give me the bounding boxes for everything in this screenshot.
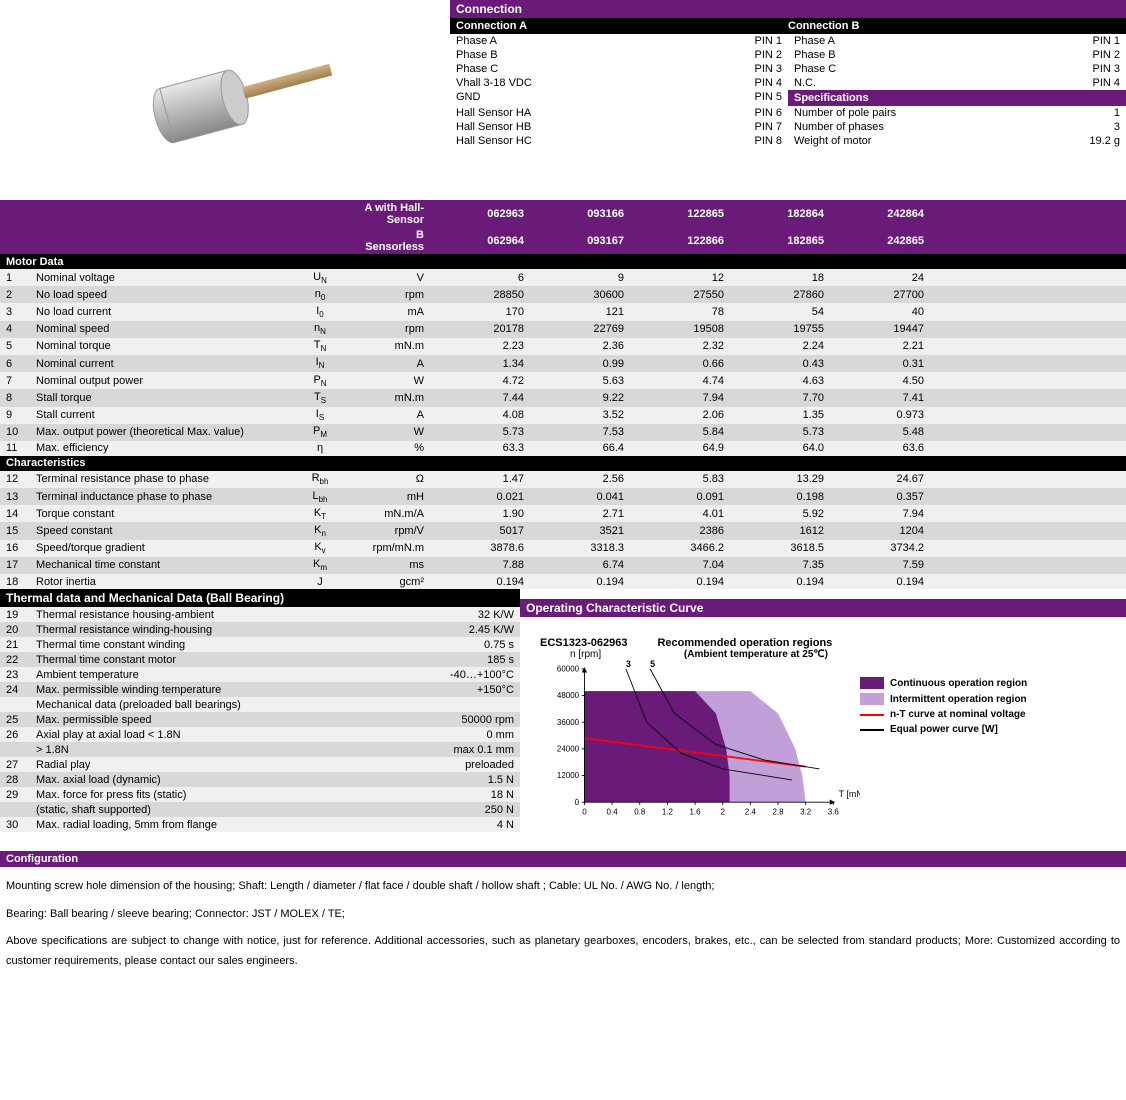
conn-a-row: Phase CPIN 3 bbox=[450, 62, 788, 76]
conn-a-row: Hall Sensor HCPIN 8 bbox=[450, 134, 788, 148]
th-c24: 242865 bbox=[830, 227, 930, 254]
spec-row: Number of phases3 bbox=[788, 120, 1126, 134]
spec-row: Weight of motor19.2 g bbox=[788, 134, 1126, 148]
svg-text:0: 0 bbox=[582, 808, 587, 817]
table-row: 16Speed/torque gradientKvrpm/mN.m3878.63… bbox=[0, 540, 1126, 557]
table-row: 18Rotor inertiaJgcm²0.1940.1940.1940.194… bbox=[0, 574, 1126, 589]
svg-text:3.2: 3.2 bbox=[800, 808, 812, 817]
thermal-row: Mechanical data (preloaded ball bearings… bbox=[0, 697, 520, 712]
svg-text:5: 5 bbox=[650, 660, 655, 669]
svg-text:2.4: 2.4 bbox=[745, 808, 757, 817]
conn-a-title: Connection A bbox=[456, 20, 788, 32]
svg-text:36000: 36000 bbox=[557, 718, 580, 727]
table-row: 1Nominal voltageUNV69121824 bbox=[0, 269, 1126, 286]
th-c20: 062964 bbox=[430, 227, 530, 254]
table-row: 9Stall currentISA4.083.522.061.350.973 bbox=[0, 407, 1126, 424]
legend-item: Continuous operation region bbox=[860, 677, 1106, 689]
conn-a-row: Phase BPIN 2 bbox=[450, 48, 788, 62]
svg-text:3: 3 bbox=[626, 660, 631, 669]
thermal-row: 30Max. radial loading, 5mm from flange4 … bbox=[0, 817, 520, 832]
conn-b-row: Phase BPIN 2 bbox=[788, 48, 1126, 62]
config-text: Mounting screw hole dimension of the hou… bbox=[0, 867, 1126, 990]
svg-text:2: 2 bbox=[720, 808, 725, 817]
table-row: 15Speed constantKnrpm/V50173521238616121… bbox=[0, 522, 1126, 539]
operating-chart: 3 5 0 12000 24000 36000 48000 60000 0 0.4 0.8 1.2 1.… bbox=[540, 660, 860, 838]
conn-a-row: Phase APIN 1 bbox=[450, 34, 788, 48]
chart-subtitle: Recommended operation regions bbox=[657, 637, 832, 649]
table-row: 3No load currentI0mA170121785440 bbox=[0, 303, 1126, 320]
thermal-row: 23Ambient temperature-40…+100°C bbox=[0, 667, 520, 682]
thermal-row: 21Thermal time constant winding0.75 s bbox=[0, 637, 520, 652]
chart-model: ECS1323-062963 bbox=[540, 637, 627, 649]
thermal-row: 26Axial play at axial load < 1.8N0 mm bbox=[0, 727, 520, 742]
table-row: 13Terminal inductance phase to phaseLbhm… bbox=[0, 488, 1126, 505]
svg-text:0.8: 0.8 bbox=[634, 808, 646, 817]
table-row: 12Terminal resistance phase to phaseRbhΩ… bbox=[0, 471, 1126, 488]
svg-text:12000: 12000 bbox=[557, 771, 580, 780]
section-motor-data: Motor Data bbox=[0, 254, 1126, 269]
config-header: Configuration bbox=[0, 851, 1126, 867]
spec-header: Specifications bbox=[788, 90, 1126, 106]
th-c0: 062963 bbox=[430, 200, 530, 227]
thermal-row: 19Thermal resistance housing-ambient32 K… bbox=[0, 607, 520, 622]
table-row: 14Torque constantKTmN.m/A1.902.714.015.9… bbox=[0, 505, 1126, 522]
spec-row: Number of pole pairs1 bbox=[788, 106, 1126, 120]
legend-item: Equal power curve [W] bbox=[860, 724, 1106, 735]
thermal-row: > 1.8Nmax 0.1 mm bbox=[0, 742, 520, 757]
conn-b-title: Connection B bbox=[788, 20, 1120, 32]
conn-a-row: GNDPIN 5 bbox=[450, 90, 788, 106]
thermal-row: 20Thermal resistance winding-housing2.45… bbox=[0, 622, 520, 637]
thermal-row: 22Thermal time constant motor185 s bbox=[0, 652, 520, 667]
conn-a-row: Hall Sensor HAPIN 6 bbox=[450, 106, 788, 120]
table-row: 8Stall torqueTSmN.m7.449.227.947.707.41 bbox=[0, 389, 1126, 406]
product-image bbox=[0, 0, 450, 200]
conn-b-row: Phase CPIN 3 bbox=[788, 62, 1126, 76]
th-c4: 242864 bbox=[830, 200, 930, 227]
th-c22: 122866 bbox=[630, 227, 730, 254]
svg-text:T [mN.m]: T [mN.m] bbox=[839, 789, 860, 799]
svg-text:0.4: 0.4 bbox=[607, 808, 619, 817]
table-row: 2No load speedn0rpm288503060027550278602… bbox=[0, 286, 1126, 303]
section-characteristics: Characteristics bbox=[0, 456, 1126, 471]
thermal-row: 24Max. permissible winding temperature+1… bbox=[0, 682, 520, 697]
th-c2: 122865 bbox=[630, 200, 730, 227]
thermal-row: 25Max. permissible speed50000 rpm bbox=[0, 712, 520, 727]
table-row: 11Max. efficiencyη%63.366.464.964.063.6 bbox=[0, 441, 1126, 456]
conn-b-row: N.C.PIN 4 bbox=[788, 76, 1126, 90]
chart-subtitle2: (Ambient temperature at 25℃) bbox=[684, 649, 828, 660]
svg-text:48000: 48000 bbox=[557, 691, 580, 700]
th-line1: A with Hall-Sensor bbox=[350, 200, 430, 227]
legend-item: n-T curve at nominal voltage bbox=[860, 709, 1106, 720]
th-line2: B Sensorless bbox=[350, 227, 430, 254]
svg-text:0: 0 bbox=[575, 798, 580, 807]
table-row: 17Mechanical time constantKmms7.886.747.… bbox=[0, 557, 1126, 574]
thermal-row: 29Max. force for press fits (static)18 N bbox=[0, 787, 520, 802]
th-c1: 093166 bbox=[530, 200, 630, 227]
th-c23: 182865 bbox=[730, 227, 830, 254]
thermal-header: Thermal data and Mechanical Data (Ball B… bbox=[0, 589, 520, 607]
conn-a-row: Vhall 3-18 VDCPIN 4 bbox=[450, 76, 788, 90]
th-c3: 182864 bbox=[730, 200, 830, 227]
thermal-row: (static, shaft supported)250 N bbox=[0, 802, 520, 817]
svg-text:60000: 60000 bbox=[557, 665, 580, 674]
chart-header: Operating Characteristic Curve bbox=[520, 599, 1126, 617]
table-row: 4Nominal speednNrpm201782276919508197551… bbox=[0, 321, 1126, 338]
thermal-row: 27Radial playpreloaded bbox=[0, 757, 520, 772]
th-c21: 093167 bbox=[530, 227, 630, 254]
thermal-row: 28Max. axial load (dynamic)1.5 N bbox=[0, 772, 520, 787]
table-row: 5Nominal torqueTNmN.m2.232.362.322.242.2… bbox=[0, 338, 1126, 355]
svg-text:24000: 24000 bbox=[557, 745, 580, 754]
svg-text:1.2: 1.2 bbox=[662, 808, 674, 817]
svg-text:3.6: 3.6 bbox=[828, 808, 840, 817]
table-row: 7Nominal output powerPNW4.725.634.744.63… bbox=[0, 372, 1126, 389]
connection-header: Connection bbox=[450, 0, 1126, 18]
conn-a-row: Hall Sensor HBPIN 7 bbox=[450, 120, 788, 134]
conn-b-row: Phase APIN 1 bbox=[788, 34, 1126, 48]
legend-item: Intermittent operation region bbox=[860, 693, 1106, 705]
svg-text:2.8: 2.8 bbox=[772, 808, 784, 817]
table-row: 10Max. output power (theoretical Max. va… bbox=[0, 424, 1126, 441]
table-row: 6Nominal currentINA1.340.990.660.430.31 bbox=[0, 355, 1126, 372]
svg-text:1.6: 1.6 bbox=[690, 808, 702, 817]
chart-ylabel: n [rpm] bbox=[570, 649, 601, 660]
